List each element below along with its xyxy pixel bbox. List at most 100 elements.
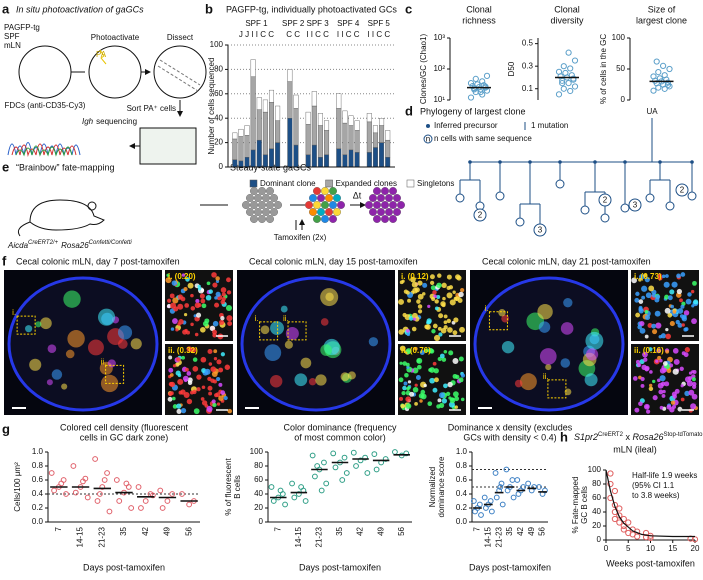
inset-cell [652,379,656,384]
inset-cell [448,350,454,356]
inset-cell [437,273,442,278]
x-tick-label: 21-23 [315,526,324,547]
y-tick-label: 0.8 [32,461,44,470]
inset-cell [654,310,661,317]
inset-cell [675,319,680,325]
bar-segment [385,157,391,168]
inset-cell [414,402,418,406]
inset-cell [422,282,428,288]
inset-cell [637,324,642,330]
tree-leaf [620,203,630,213]
tree-leaf [495,191,505,201]
axis-title: Days post-tamoxifen [83,562,165,572]
inset-cell [452,391,459,398]
inset-cell [452,290,456,294]
gc-cell [377,208,385,216]
gc-blob [284,340,293,349]
tree-count-node [628,198,642,212]
inset-cell [227,408,233,414]
inset-cell [665,349,670,354]
data-point [560,85,567,92]
y-tick-label: 40 [592,507,601,516]
inset-cell [460,373,466,378]
bar-segment [256,97,262,110]
data-point [106,508,113,515]
inset-cell [212,402,217,408]
inset-cell [457,298,463,304]
inset-cell [665,333,671,340]
inset-cell [165,277,172,284]
inset-cell [402,361,408,366]
label: Aicda [7,241,29,250]
inset-cell [177,378,184,385]
data-point [58,480,65,487]
inset-cell [186,346,192,352]
inset-cell [662,389,666,394]
gc-blob [514,379,523,388]
data-point [571,57,579,64]
roi-box [547,379,567,399]
tree-leaf [600,213,610,223]
inset-cell [449,299,456,306]
inset-cell [405,403,412,409]
gc-cell [325,194,333,202]
inset-cell [432,387,438,393]
data-point [471,86,478,93]
inset-label: ii. (0.76) [401,346,431,355]
label: FDCs (anti-CD35-Cy3) [5,101,86,110]
annotation: Half-life 1.9 weeks [632,471,697,480]
axis-title: Number of cells sequenced [207,58,216,155]
inset-cell [443,383,448,389]
gc-blob [308,378,317,386]
inset-cell [405,396,412,403]
inset-cell [186,398,193,405]
data-point [339,477,346,483]
data-point [498,480,505,487]
label: Igh [82,117,94,126]
tree-leaf [555,179,565,189]
inset-cell [691,318,697,325]
data-point [570,75,577,82]
inset-cell [420,389,426,395]
inset-cell [399,361,403,365]
group-sublabel: J J I I C C [239,30,274,39]
bar-segment [324,154,330,168]
inset-cell [427,304,431,308]
inset-cell [634,407,640,413]
label: Igh sequencing [82,117,137,126]
inset-cell [647,323,653,328]
bar-segment [305,111,311,125]
data-point [343,470,350,476]
inset-cell [667,295,673,301]
gc-cell [309,208,317,216]
axis-title: % of cells in the GC [599,34,608,104]
bar-segment [317,157,323,168]
inset-cell [437,356,442,362]
bar-segment [342,122,348,156]
inset-cell [212,320,219,327]
inset-cell [226,290,232,295]
bar-segment [311,105,317,146]
bar-segment [372,125,378,134]
legend-label: 1 mutation [531,121,568,130]
inset-cell [639,327,646,334]
bar-segment [244,135,250,158]
inset-cell [638,401,643,407]
inset-label: i. (0.73) [634,272,662,281]
inset-cell [411,312,418,319]
x-tick-label: 35 [505,526,514,535]
y-tick-label: 0.6 [456,475,468,484]
inset-cell [216,376,221,382]
inset-cell [176,408,182,414]
roi-box [16,315,36,335]
data-point [482,83,489,90]
data-point [94,498,101,504]
inset-cell [202,320,209,327]
inset-cell [434,306,439,311]
inset-cell [426,320,430,325]
inset-cell [200,397,205,401]
data-point [515,491,522,497]
inset-cell [201,303,207,309]
x-tick-label: 56 [397,526,406,535]
